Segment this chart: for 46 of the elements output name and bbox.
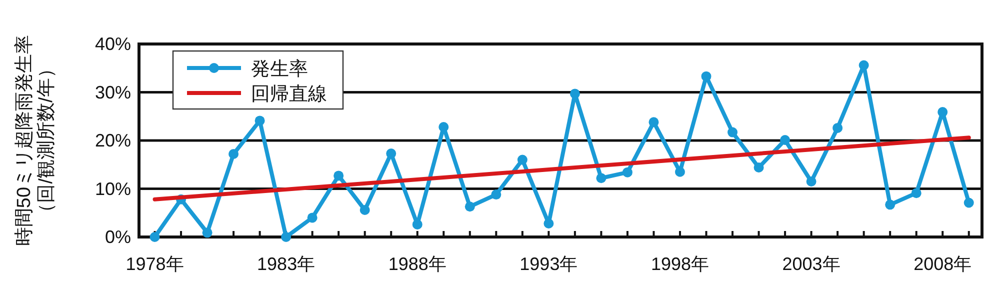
point xyxy=(885,200,896,210)
y-tick-label: 10% xyxy=(94,178,131,199)
point xyxy=(228,149,239,160)
x-tick-label: 1983年 xyxy=(257,254,316,274)
point xyxy=(464,202,475,212)
y-axis-title: 時間50ミリ超降雨発生率（回/観測所数/年） xyxy=(13,34,57,246)
y-tick-label: 20% xyxy=(94,130,131,150)
point xyxy=(938,107,948,118)
x-tick-label: 1988年 xyxy=(388,254,446,274)
point xyxy=(648,117,659,128)
point xyxy=(386,148,396,159)
point xyxy=(674,166,685,177)
point xyxy=(806,176,816,187)
point xyxy=(544,218,554,228)
x-tick-label: 2008年 xyxy=(914,254,972,274)
point xyxy=(334,170,344,181)
point xyxy=(360,204,370,215)
y-tick-label: 0% xyxy=(104,227,131,247)
point xyxy=(150,232,160,242)
point xyxy=(202,228,212,238)
point xyxy=(307,212,318,223)
point xyxy=(281,232,292,242)
point xyxy=(438,122,449,132)
x-tick-label: 1993年 xyxy=(520,254,578,274)
point xyxy=(622,167,632,178)
point xyxy=(964,198,974,208)
x-tick-label: 1998年 xyxy=(650,254,710,274)
y-tick-label: 40% xyxy=(94,34,131,54)
point xyxy=(491,190,502,200)
y-tick-label: 30% xyxy=(94,82,131,102)
point xyxy=(780,135,790,146)
point xyxy=(911,188,922,198)
point xyxy=(412,219,422,230)
point xyxy=(254,116,265,126)
point xyxy=(728,127,738,138)
point xyxy=(858,60,869,70)
point xyxy=(517,154,528,165)
x-tick-label: 2003年 xyxy=(782,254,840,274)
legend-label: 回帰直線 xyxy=(251,84,327,105)
point xyxy=(701,71,712,82)
legend-label: 発生率 xyxy=(251,58,308,80)
point xyxy=(754,162,764,173)
point xyxy=(570,88,580,99)
point xyxy=(832,122,843,133)
x-tick-label: 1978年 xyxy=(126,254,184,274)
point xyxy=(596,173,606,184)
